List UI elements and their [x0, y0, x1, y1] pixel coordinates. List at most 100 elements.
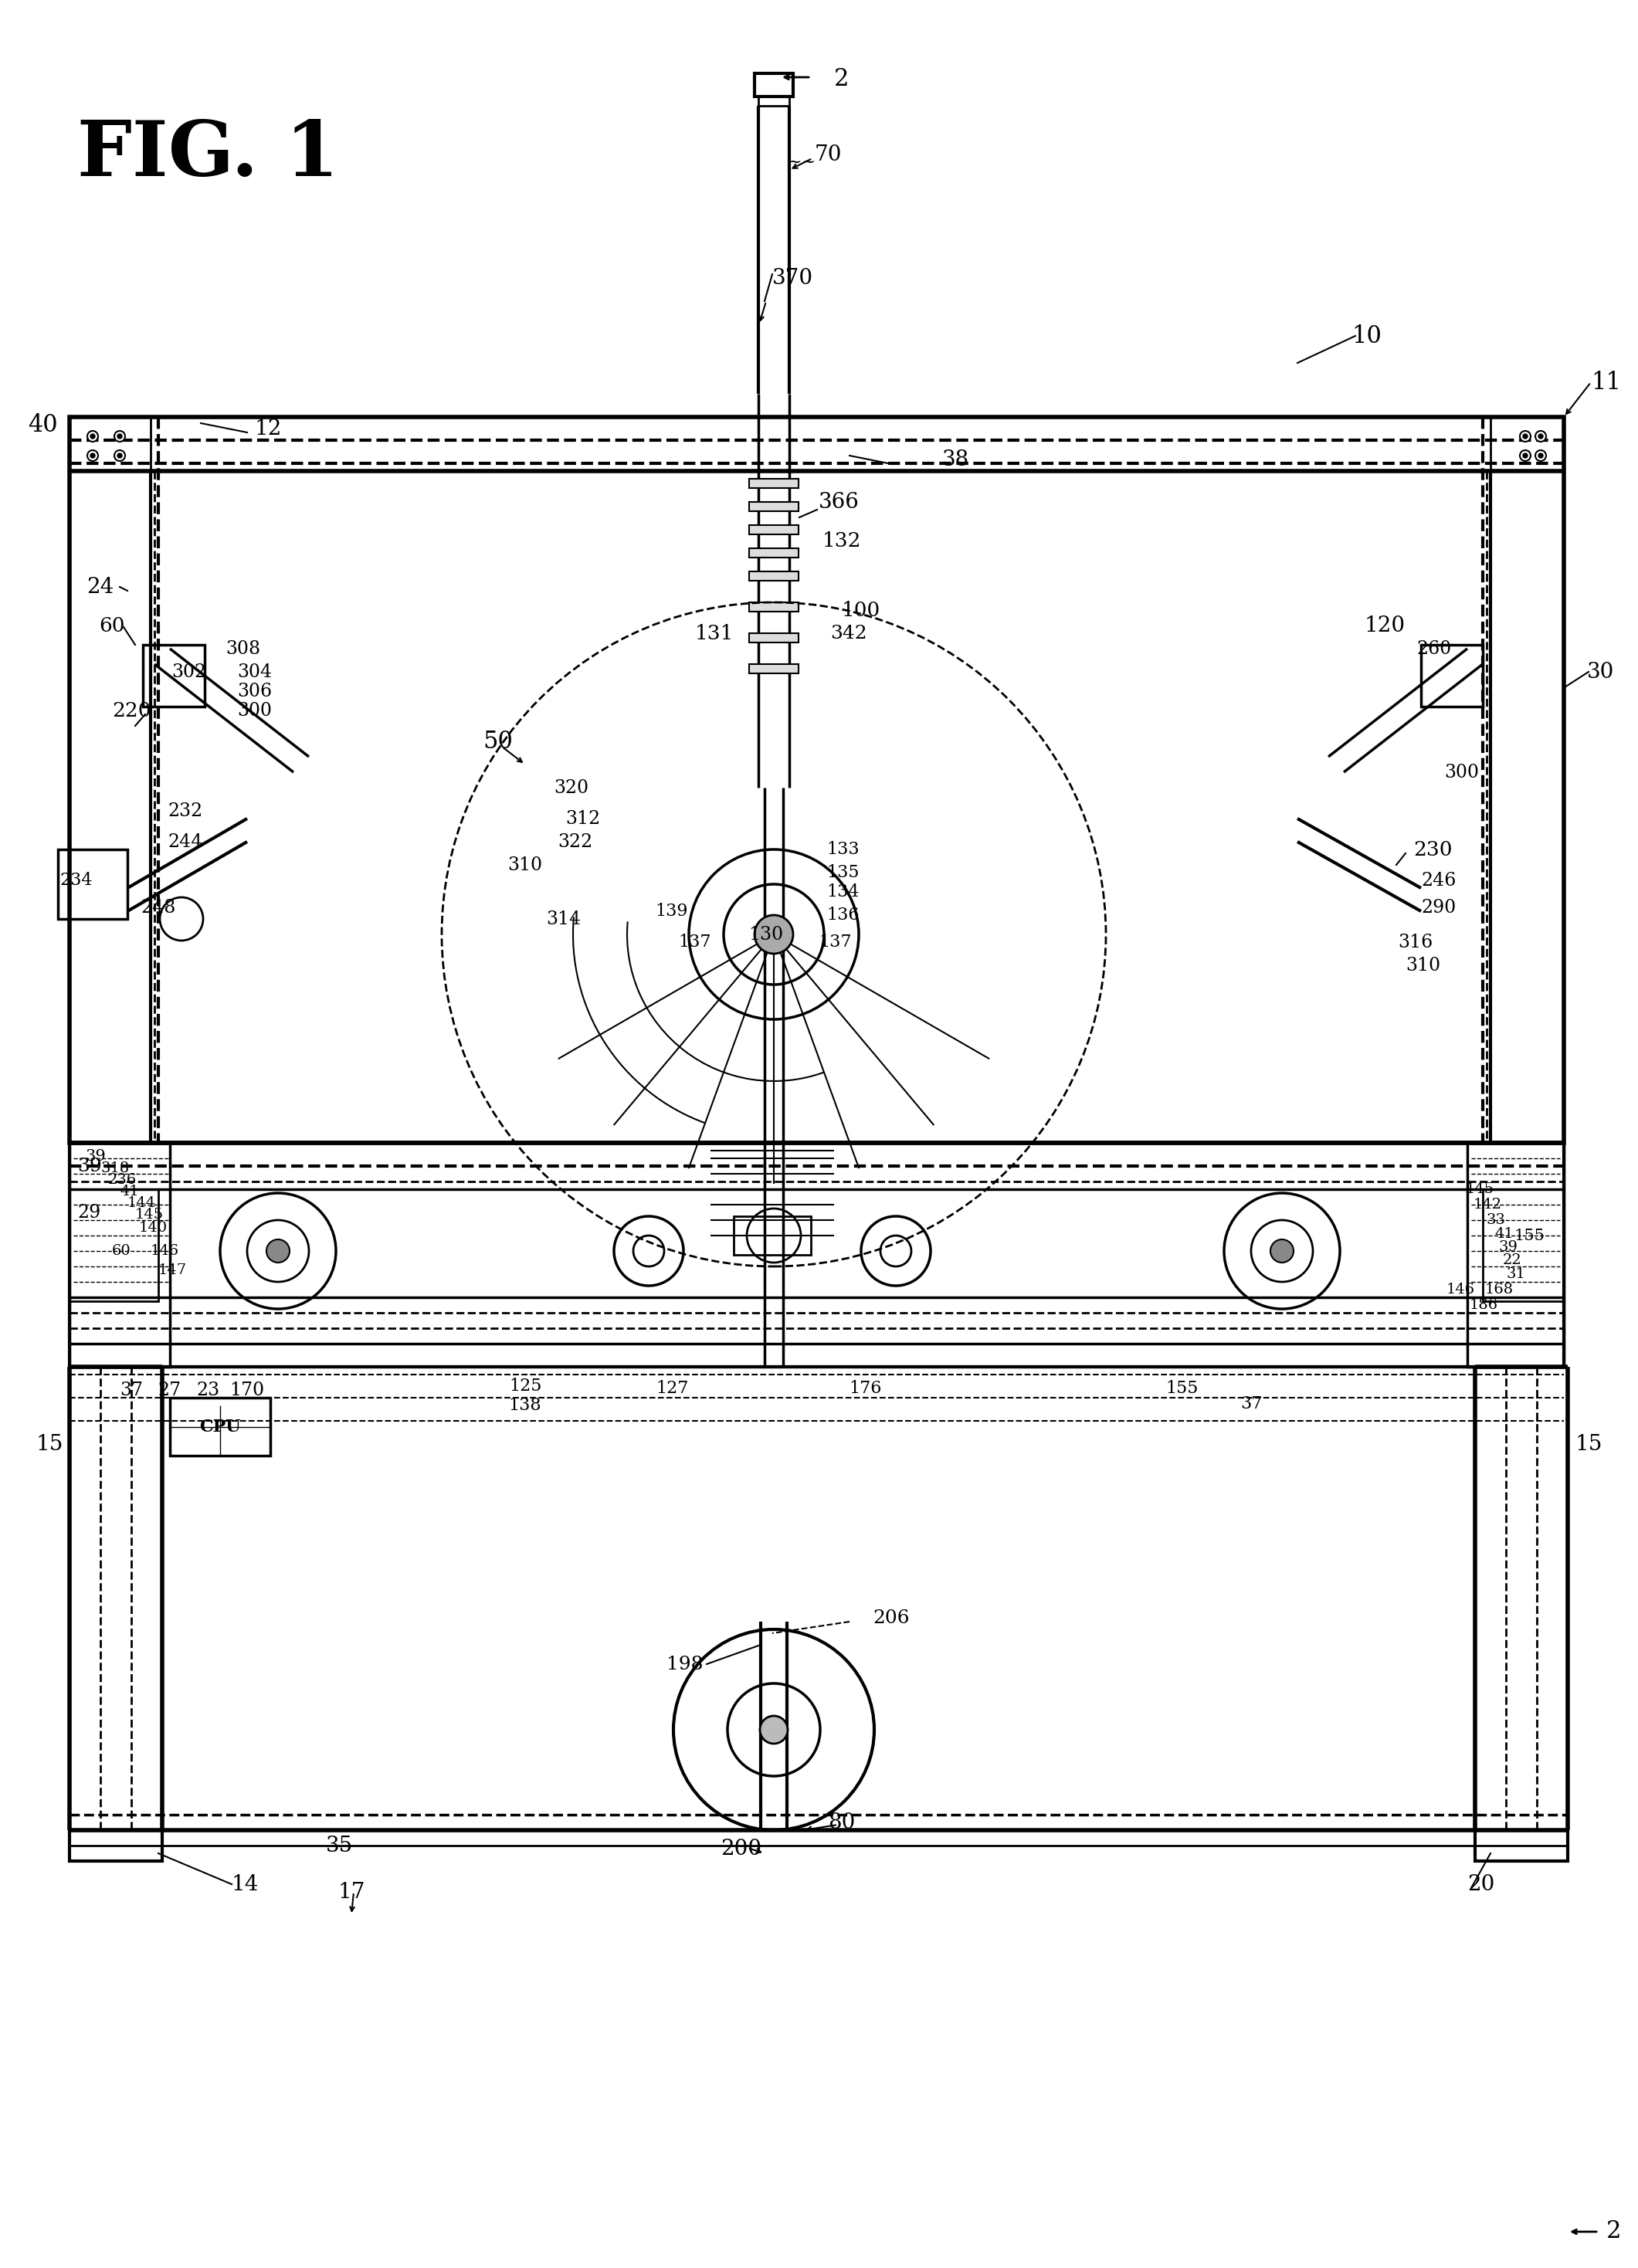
Text: 120: 120	[1364, 615, 1405, 635]
Bar	[69, 1143, 1564, 1368]
Bar	[143, 644, 205, 708]
Text: 10: 10	[1351, 324, 1381, 347]
Text: 20: 20	[1468, 1873, 1494, 1894]
Circle shape	[118, 454, 121, 458]
Text: 37: 37	[1240, 1395, 1261, 1413]
Text: 232: 232	[167, 803, 203, 819]
Circle shape	[1538, 454, 1543, 458]
Bar	[170, 1397, 270, 1456]
Text: 100: 100	[842, 601, 881, 619]
Text: 14: 14	[231, 1873, 259, 1894]
Text: 24: 24	[87, 576, 115, 596]
Text: 22: 22	[1502, 1254, 1522, 1268]
Text: 137: 137	[678, 934, 711, 950]
Text: 39: 39	[1499, 1241, 1517, 1254]
Circle shape	[115, 451, 124, 460]
Text: 146: 146	[151, 1245, 179, 1259]
Circle shape	[1523, 433, 1528, 438]
Bar	[1476, 1830, 1568, 1862]
Text: 139: 139	[655, 903, 688, 921]
Text: 248: 248	[141, 898, 175, 916]
Text: 147: 147	[159, 1263, 187, 1277]
Text: 230: 230	[1414, 839, 1453, 860]
Text: 300: 300	[238, 701, 272, 719]
Bar	[1422, 644, 1482, 708]
Text: 312: 312	[565, 810, 601, 828]
Text: 39: 39	[77, 1157, 102, 1175]
Text: 176: 176	[848, 1379, 881, 1397]
Circle shape	[87, 431, 98, 442]
Text: 136: 136	[826, 907, 860, 923]
Text: 60: 60	[98, 617, 124, 635]
Text: 2: 2	[834, 66, 848, 91]
Text: 306: 306	[238, 683, 272, 701]
Text: 260: 260	[1417, 640, 1451, 658]
Text: 155: 155	[1165, 1379, 1197, 1397]
Text: 236: 236	[108, 1173, 138, 1186]
Bar	[749, 665, 799, 674]
Text: 140: 140	[139, 1220, 167, 1234]
Text: 145: 145	[1466, 1182, 1494, 1195]
Bar	[749, 572, 799, 581]
Text: 200: 200	[721, 1839, 762, 1860]
Circle shape	[1538, 433, 1543, 438]
Bar	[749, 603, 799, 612]
Text: 316: 316	[1397, 932, 1433, 950]
Text: 310: 310	[1405, 957, 1440, 975]
Text: 17: 17	[337, 1882, 365, 1903]
Text: 41: 41	[120, 1184, 139, 1198]
Text: 2: 2	[1607, 2220, 1622, 2243]
Bar	[749, 549, 799, 558]
Text: 308: 308	[226, 640, 260, 658]
Text: 134: 134	[826, 885, 860, 900]
Text: 27: 27	[159, 1381, 182, 1399]
Text: 155: 155	[1514, 1229, 1545, 1243]
Bar	[57, 850, 128, 919]
Circle shape	[1271, 1238, 1294, 1263]
Text: 23: 23	[197, 1381, 219, 1399]
Text: 138: 138	[509, 1397, 542, 1413]
Text: 342: 342	[830, 624, 867, 642]
Bar	[69, 1830, 162, 1862]
Text: 12: 12	[256, 417, 282, 440]
Text: 131: 131	[695, 624, 734, 642]
Text: 320: 320	[554, 778, 590, 796]
Text: 290: 290	[1422, 898, 1456, 916]
Circle shape	[1520, 451, 1530, 460]
Circle shape	[90, 454, 95, 458]
Circle shape	[1523, 454, 1528, 458]
Text: 302: 302	[172, 662, 206, 680]
Text: 220: 220	[111, 701, 151, 721]
Circle shape	[1520, 431, 1530, 442]
Text: ~~: ~~	[788, 154, 816, 170]
Text: 125: 125	[509, 1377, 542, 1395]
Bar	[1482, 1188, 1564, 1302]
Text: 186: 186	[1469, 1297, 1499, 1311]
Circle shape	[118, 433, 121, 438]
Bar	[749, 633, 799, 642]
Text: 135: 135	[826, 864, 860, 880]
Text: 168: 168	[1486, 1284, 1514, 1297]
Bar	[755, 73, 793, 98]
Text: CPU: CPU	[200, 1418, 241, 1436]
Circle shape	[1535, 451, 1546, 460]
Text: 300: 300	[1445, 764, 1479, 780]
Text: 31: 31	[1505, 1268, 1525, 1281]
Bar	[749, 479, 799, 488]
Text: 146: 146	[1446, 1284, 1476, 1297]
Bar	[69, 1143, 170, 1368]
Text: 15: 15	[1576, 1433, 1602, 1454]
Text: 145: 145	[136, 1209, 164, 1222]
Circle shape	[267, 1238, 290, 1263]
Text: 170: 170	[229, 1381, 265, 1399]
Bar	[69, 1188, 159, 1302]
Text: 142: 142	[1474, 1198, 1502, 1211]
Text: 40: 40	[28, 413, 57, 438]
Text: 318: 318	[100, 1161, 129, 1175]
Text: 33: 33	[1487, 1213, 1505, 1227]
Text: 50: 50	[483, 730, 513, 753]
Text: 70: 70	[814, 145, 842, 166]
Text: 130: 130	[749, 925, 783, 943]
Text: 310: 310	[508, 855, 542, 873]
Text: 38: 38	[942, 449, 970, 469]
